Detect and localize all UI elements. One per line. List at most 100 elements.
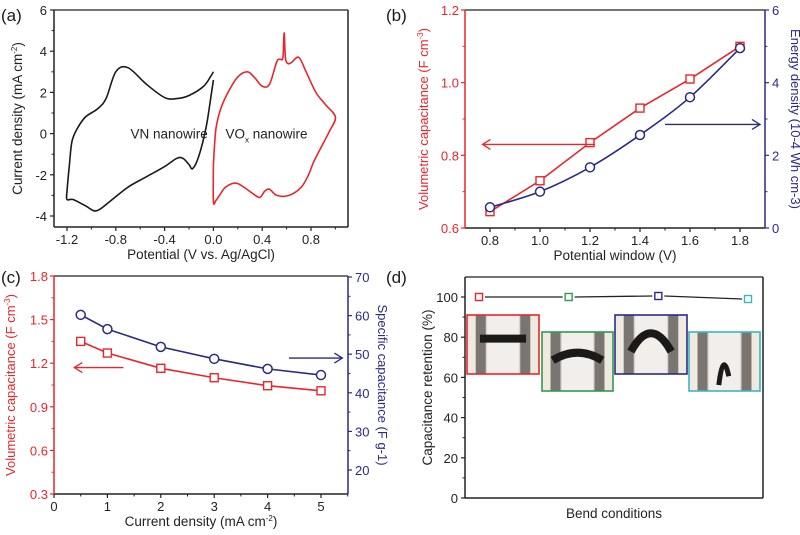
d-inset-right-clamp (668, 315, 679, 374)
d-inset-left-clamp (475, 315, 486, 374)
a-xtick-label: 0.4 (253, 232, 271, 247)
b-energy-point (684, 91, 696, 103)
a-ytick-label: 2 (40, 85, 47, 100)
b-energy-point (584, 162, 596, 173)
d-inset-sample-film (716, 362, 732, 386)
panel-label-a: (a) (1, 6, 22, 25)
d-inset-sample-film (627, 329, 675, 354)
c-volumetric-point (75, 336, 86, 347)
b-ytick-right-label: 2 (772, 148, 779, 163)
panel-c-current-density: 0 1 2 3 4 5 0.3 0.6 0.9 1.2 1.5 1.8 20 30 40 50 60 70 Curr… (3, 269, 390, 529)
c-y-axis-left-label: Volumetric capacitance (F cm-3) (3, 294, 18, 476)
a-series-vn-curve (65, 65, 215, 212)
d-retention-point-flat (474, 292, 484, 302)
d-inset-sample-film (550, 348, 605, 364)
c-x-axis-label: Current density (mA cm-2) (125, 514, 278, 529)
c-specific-point (75, 309, 86, 321)
c-xtick-label: 1 (104, 499, 111, 514)
c-arrow-left-head (73, 362, 83, 374)
d-inset-right-block (604, 332, 613, 391)
b-xtick-label: 1.8 (731, 233, 749, 248)
c-specific-point (315, 369, 327, 381)
c-ytick-left-label: 1.2 (30, 356, 48, 371)
b-ytick-left-label: 0.6 (441, 221, 459, 236)
b-energy-point (734, 42, 746, 54)
d-inset-left-clamp (623, 315, 634, 374)
d-inset-border (466, 314, 540, 375)
b-y-axis-left-label: Volumetric capacitance (F cm-3) (416, 28, 431, 210)
d-inset-left-block (689, 332, 698, 391)
c-arrow-right-head (334, 352, 344, 364)
d-inset-right-clamp (741, 332, 752, 391)
d-inset-left-block (467, 315, 476, 374)
c-y-axis-right-label: Specific capacitance (F g-1) (375, 304, 390, 465)
d-ytick-label: 60 (444, 370, 458, 385)
b-ytick-right-label: 0 (772, 221, 779, 236)
b-series-volumetric-line (489, 45, 741, 213)
c-ytick-left-label: 1.8 (30, 269, 48, 284)
d-x-axis-label: Bend conditions (566, 506, 662, 521)
d-retention-point-folded (743, 294, 753, 304)
b-arrow-left-head (481, 138, 491, 150)
a-xtick-label: -0.4 (153, 232, 175, 247)
c-volumetric-point (209, 373, 219, 383)
b-energy-point (634, 129, 646, 141)
c-ytick-right-label: 70 (355, 270, 369, 285)
b-y-axis-right-label: Energy density (10-4 Wh cm-3) (788, 29, 800, 209)
panel-d-bend-retention: 0 20 40 60 80 100 Bend conditions Capacitance r… (420, 276, 764, 521)
a-ytick-label: 0 (40, 127, 47, 142)
c-specific-point (262, 363, 273, 375)
a-annotation-vox: VOx nanowire (226, 127, 308, 145)
c-volumetric-point (316, 386, 326, 396)
d-inset-light-center (635, 315, 667, 374)
c-specific-point (208, 353, 220, 365)
d-inset-bend-photo (614, 314, 688, 375)
d-inset-left-clamp (697, 332, 708, 391)
c-ytick-right-label: 40 (355, 386, 369, 401)
b-xtick-label: 1.2 (581, 233, 599, 248)
b-arrow-right-head (751, 118, 762, 131)
d-retention-point-slight-bend (564, 292, 573, 302)
c-specific-point (155, 341, 167, 353)
c-volumetric-point (156, 363, 166, 373)
c-series-volumetric-line (80, 340, 322, 392)
d-inset-right-clamp (520, 315, 531, 374)
d-retention-line-segment (664, 295, 743, 300)
a-series-vox-curve (212, 31, 337, 205)
c-volumetric-point (262, 381, 273, 391)
b-ytick-left-label: 0.8 (441, 148, 459, 163)
a-ytick-label: 4 (40, 44, 47, 59)
c-xtick-label: 4 (264, 499, 271, 514)
d-inset-border (614, 314, 688, 375)
b-energy-point (534, 186, 546, 197)
d-inset-fold-photo (688, 331, 761, 392)
c-ytick-right-label: 50 (355, 347, 369, 362)
d-inset-right-block (678, 315, 687, 374)
b-ytick-left-label: 1.2 (441, 3, 459, 18)
b-volumetric-point (535, 176, 545, 186)
c-ytick-left-label: 1.5 (30, 313, 48, 328)
a-x-axis-label: Potential (V vs. Ag/AgCl) (127, 247, 275, 262)
panel-label-b: (b) (386, 6, 407, 25)
c-xtick-label: 5 (317, 499, 324, 514)
d-inset-right-block (530, 315, 539, 374)
panel-label-c: (c) (1, 268, 21, 287)
c-series-specific-line (80, 314, 322, 376)
b-volumetric-point (635, 103, 645, 113)
c-xtick-label: 0 (50, 499, 57, 514)
a-ytick-label: -2 (35, 168, 47, 183)
a-xtick-label: -1.2 (56, 232, 78, 247)
c-ytick-right-label: 30 (355, 424, 369, 439)
b-series-energy-line (489, 47, 741, 209)
d-ytick-label: 80 (444, 330, 458, 345)
a-xtick-label: 0.0 (204, 232, 222, 247)
a-xtick-label: 0.8 (302, 232, 320, 247)
d-ytick-label: 100 (436, 290, 458, 305)
c-specific-point (102, 323, 113, 335)
a-ytick-label: -4 (35, 209, 47, 224)
panel-a-cv-curves: -1.2 -0.8 -0.4 0.0 0.4 0.8 -4 -2 0 2 4 6 Potential (… (10, 3, 349, 262)
d-ytick-label: 40 (444, 411, 458, 426)
d-inset-flat-photo (466, 314, 540, 375)
a-annotation-vn: VN nanowire (130, 127, 207, 142)
